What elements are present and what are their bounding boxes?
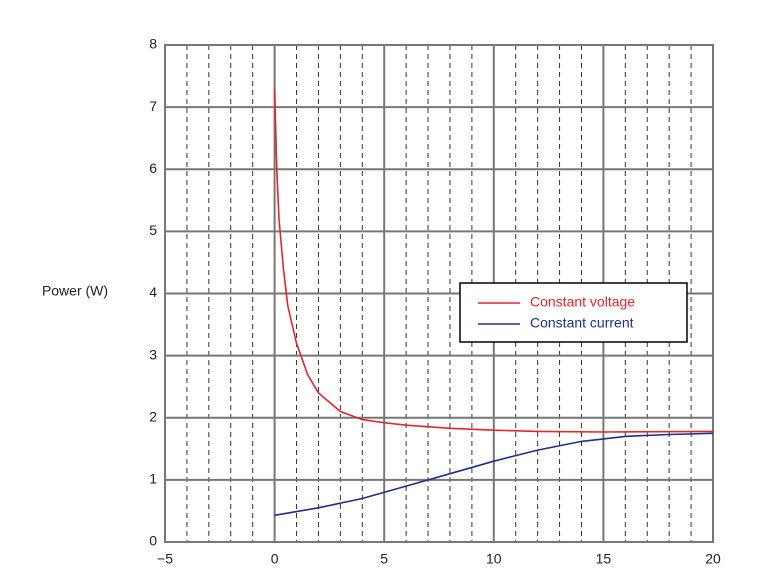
x-tick-label: 0 bbox=[271, 551, 279, 567]
y-tick-label: 5 bbox=[149, 222, 157, 238]
x-tick-label: 5 bbox=[380, 551, 388, 567]
y-tick-label: 6 bbox=[149, 160, 157, 176]
x-tick-label: 20 bbox=[705, 551, 721, 567]
x-tick-label: 10 bbox=[486, 551, 502, 567]
y-tick-label: 0 bbox=[149, 533, 157, 549]
y-tick-label: 2 bbox=[149, 408, 157, 424]
y-tick-label: 8 bbox=[149, 36, 157, 52]
y-tick-label: 4 bbox=[149, 284, 157, 300]
y-tick-label: 3 bbox=[149, 346, 157, 362]
x-tick-label: −5 bbox=[157, 551, 173, 567]
legend-label: Constant current bbox=[530, 315, 634, 331]
plot-frame bbox=[164, 44, 714, 543]
series-line bbox=[274, 432, 714, 517]
y-axis-label: Power (W) bbox=[42, 283, 108, 299]
legend-box bbox=[459, 282, 688, 343]
y-tick-label: 1 bbox=[149, 471, 157, 487]
x-tick-label: 15 bbox=[596, 551, 612, 567]
legend-label: Constant voltage bbox=[530, 294, 635, 310]
y-tick-label: 7 bbox=[149, 98, 157, 114]
series-line bbox=[273, 88, 714, 433]
